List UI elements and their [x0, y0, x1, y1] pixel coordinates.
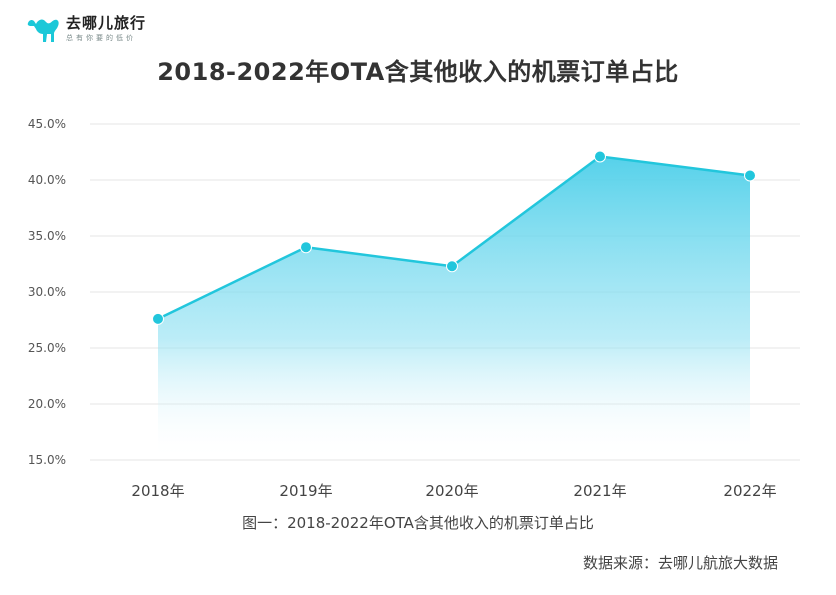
camel-icon [27, 19, 59, 42]
y-tick-label: 35.0% [28, 229, 66, 243]
y-axis-ticks: 15.0% 20.0% 25.0% 30.0% 35.0% 40.0% 45.0% [28, 117, 66, 467]
x-axis-ticks: 2018年 2019年 2020年 2021年 2022年 [131, 482, 776, 500]
data-points [152, 150, 756, 325]
logo-slogan: 总有你要的低价 [66, 34, 136, 42]
data-source: 数据来源：去哪儿航旅大数据 [582, 554, 778, 572]
x-tick-label: 2018年 [131, 482, 184, 500]
logo-name: 去哪儿旅行 [66, 14, 147, 32]
y-tick-label: 25.0% [28, 341, 66, 355]
y-tick-label: 20.0% [28, 397, 66, 411]
x-tick-label: 2020年 [425, 482, 478, 500]
y-tick-label: 30.0% [28, 285, 66, 299]
data-point [300, 241, 312, 254]
y-tick-label: 15.0% [28, 453, 66, 467]
data-point [594, 150, 606, 163]
chart-title: 2018-2022年OTA含其他收入的机票订单占比 [157, 58, 679, 86]
data-point [744, 169, 756, 182]
area-series [157, 155, 751, 461]
x-tick-label: 2021年 [573, 482, 626, 500]
x-tick-label: 2019年 [279, 482, 332, 500]
x-tick-label: 2022年 [723, 482, 776, 500]
y-tick-label: 40.0% [28, 173, 66, 187]
y-tick-label: 45.0% [28, 117, 66, 131]
data-point [152, 312, 164, 325]
brand-logo: 去哪儿旅行 总有你要的低价 [26, 14, 146, 44]
figure-caption: 图一：2018-2022年OTA含其他收入的机票订单占比 [242, 514, 594, 532]
data-point [446, 260, 458, 273]
area-fill [158, 156, 750, 461]
